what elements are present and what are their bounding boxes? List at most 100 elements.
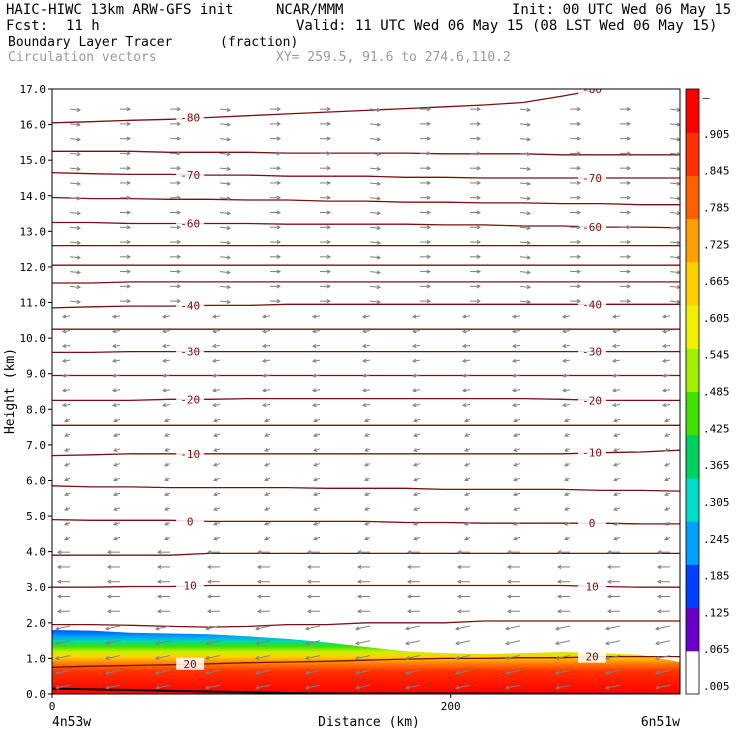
contour-label-bg xyxy=(578,298,607,311)
vector-head xyxy=(676,166,680,171)
vector-head xyxy=(111,373,117,378)
colorbar-label: .125 xyxy=(703,606,730,619)
vector-head xyxy=(376,122,382,127)
vector-head xyxy=(426,210,432,215)
circulation-vector xyxy=(369,300,381,303)
vector-head xyxy=(311,343,317,349)
circulation-vector xyxy=(62,315,71,318)
circulation-vector xyxy=(312,315,321,318)
circulation-vector xyxy=(655,669,671,674)
y-tick-label: 3.0 xyxy=(26,581,46,594)
vector-head xyxy=(456,550,462,555)
vector-head xyxy=(611,343,617,349)
vector-head xyxy=(111,343,117,349)
circulation-vector xyxy=(455,655,471,660)
circulation-vector xyxy=(162,359,171,362)
vector-head xyxy=(126,210,132,215)
vector-head xyxy=(661,388,667,393)
circulation-vector xyxy=(612,389,621,392)
vector-head xyxy=(456,579,462,584)
vector-head xyxy=(661,329,667,334)
circulation-vector xyxy=(355,684,371,689)
vector-head xyxy=(576,254,582,259)
contour-label-bg xyxy=(176,393,205,406)
vector-head xyxy=(613,506,618,511)
colorbar-bin xyxy=(686,348,699,392)
vector-head xyxy=(476,284,482,289)
vector-head xyxy=(364,506,369,511)
circulation-vector xyxy=(112,330,121,333)
vector-head xyxy=(576,225,582,230)
vector-head xyxy=(276,121,282,127)
vector-head xyxy=(211,358,217,363)
vector-head xyxy=(364,462,369,467)
vector-head xyxy=(554,626,560,631)
circulation-vector xyxy=(62,403,71,406)
vector-head xyxy=(313,477,318,482)
vector-head xyxy=(176,180,182,186)
vector-head xyxy=(326,151,332,156)
vector-head xyxy=(276,106,282,112)
vector-head xyxy=(354,655,360,661)
vector-head xyxy=(56,594,62,599)
vector-head xyxy=(513,462,518,467)
vector-head xyxy=(64,492,69,496)
vector-head xyxy=(526,166,532,171)
left-end-label: 4n53w xyxy=(52,715,91,730)
colorbar-label: .485 xyxy=(703,386,730,399)
vector-head xyxy=(626,298,632,304)
circulation-vector xyxy=(369,182,381,185)
vector-head xyxy=(454,685,460,690)
vector-head xyxy=(154,641,160,646)
vector-head xyxy=(654,670,660,675)
vector-head xyxy=(76,166,82,171)
x-tick-label: 200 xyxy=(441,700,461,713)
contour-label-bg xyxy=(578,580,607,593)
vector-head xyxy=(326,195,332,200)
colorbar-bin xyxy=(686,89,699,133)
vector-head xyxy=(676,211,680,216)
vector-head xyxy=(76,270,82,275)
vector-head xyxy=(111,403,117,408)
circulation-vector xyxy=(219,108,231,111)
circulation-vector xyxy=(69,197,81,200)
contour-label: 10 xyxy=(585,581,598,594)
vector-head xyxy=(61,343,67,349)
colorbar-bin xyxy=(686,261,699,306)
y-tick-label: 9.0 xyxy=(26,368,46,381)
vector-head xyxy=(411,403,417,408)
vector-head xyxy=(56,550,62,555)
vector-head xyxy=(126,195,132,200)
vector-head xyxy=(226,122,232,127)
circulation-vector xyxy=(505,625,521,630)
y-tick-label: 15.0 xyxy=(20,154,47,167)
circulation-vector xyxy=(205,684,221,689)
vector-head xyxy=(226,107,232,112)
vector-head xyxy=(361,373,367,378)
org-label: NCAR/MMM xyxy=(276,2,344,18)
circulation-vector xyxy=(69,300,81,303)
vector-head xyxy=(213,506,218,511)
vector-head xyxy=(164,536,169,541)
circulation-vector xyxy=(412,330,421,333)
vector-head xyxy=(161,314,167,319)
vector-head xyxy=(206,579,212,584)
circulation-vector xyxy=(105,669,121,674)
colorbar-label: .605 xyxy=(703,312,730,325)
temperature-contour xyxy=(52,303,680,309)
vector-head xyxy=(564,432,569,437)
vector-head xyxy=(511,314,517,319)
circulation-vector xyxy=(669,108,680,111)
vector-head xyxy=(654,626,660,631)
temperature-contour xyxy=(52,485,680,492)
circulation-vector xyxy=(155,640,171,645)
vector-head xyxy=(64,477,69,482)
vector-head xyxy=(526,240,532,245)
vector-head xyxy=(661,343,667,349)
contour-label: -10 xyxy=(582,447,602,460)
circulation-vector xyxy=(562,344,571,347)
vector-head xyxy=(464,521,469,526)
vector-head xyxy=(113,418,118,423)
circulation-vector xyxy=(562,330,571,333)
vector-head xyxy=(261,358,267,363)
